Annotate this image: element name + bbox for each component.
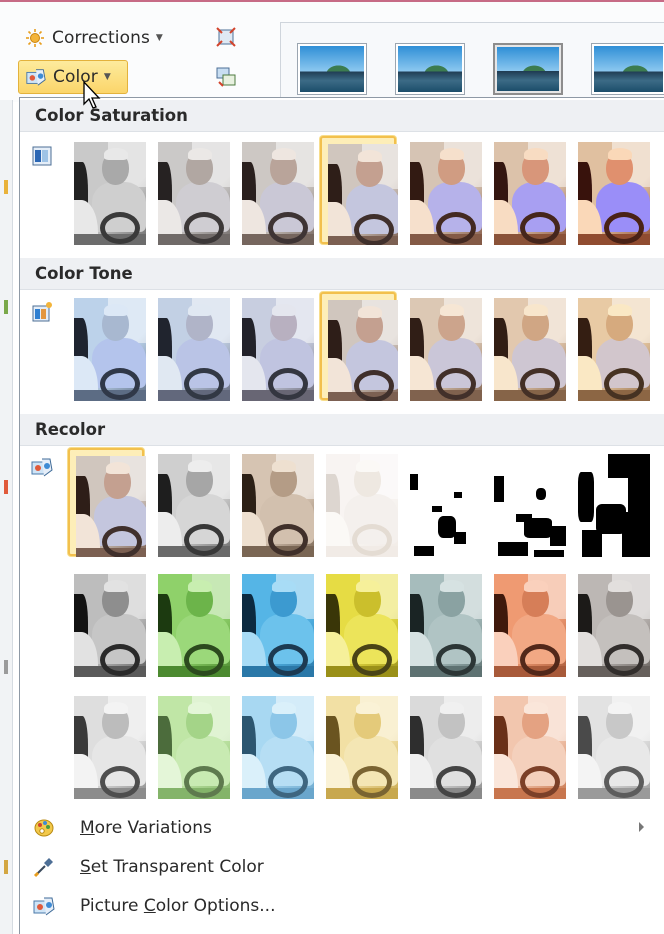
tone-thumb-3[interactable]: [320, 292, 398, 401]
tone-thumb-1[interactable]: [152, 292, 230, 401]
tone-thumb-5[interactable]: [488, 292, 566, 401]
recolor-thumb-1-4[interactable]: [404, 568, 482, 677]
recolor-thumb-1-0[interactable]: [68, 568, 146, 677]
recolor-thumb-0-4[interactable]: [404, 448, 482, 557]
change-picture-icon[interactable]: [212, 64, 240, 90]
chevron-down-icon: ▼: [103, 72, 111, 82]
palette-icon: [32, 816, 56, 840]
recolor-thumb-0-2[interactable]: [236, 448, 314, 557]
compress-pictures-icon[interactable]: [212, 24, 240, 50]
recolor-thumb-1-2[interactable]: [236, 568, 314, 677]
recolor-thumb-2-3[interactable]: [320, 690, 398, 799]
saturation-thumb-1[interactable]: [152, 136, 230, 245]
recolor-thumb-2-1[interactable]: [152, 690, 230, 799]
corrections-button[interactable]: Corrections ▼: [24, 26, 163, 50]
saturation-thumb-3[interactable]: [320, 136, 398, 245]
ribbon: Corrections ▼ Color ▼: [0, 0, 664, 105]
saturation-thumb-0[interactable]: [68, 136, 146, 245]
saturation-thumb-2[interactable]: [236, 136, 314, 245]
set-transparent-color-item[interactable]: Set Transparent Color: [20, 849, 664, 885]
recolor-thumb-2-2[interactable]: [236, 690, 314, 799]
color-dropdown-panel: Color Saturation Color Tone Recolor More…: [19, 97, 664, 934]
more-variations-item[interactable]: More Variations: [20, 810, 664, 846]
saturation-thumb-4[interactable]: [404, 136, 482, 245]
recolor-thumb-0-1[interactable]: [152, 448, 230, 557]
recolor-header: Recolor: [20, 414, 664, 446]
color-label: Color: [53, 67, 98, 87]
recolor-thumb-0-3[interactable]: [320, 448, 398, 557]
recolor-thumb-0-6[interactable]: [572, 448, 650, 557]
color-options-icon: [32, 894, 56, 918]
picture-style-thumb[interactable]: [591, 43, 664, 95]
tone-thumb-4[interactable]: [404, 292, 482, 401]
recolor-thumb-1-6[interactable]: [572, 568, 650, 677]
set-transparent-color-label: Set Transparent Color: [80, 857, 264, 877]
recolor-thumb-1-3[interactable]: [320, 568, 398, 677]
recolor-icon: [30, 456, 54, 480]
picture-color-options-label: Picture Color Options...: [80, 896, 276, 916]
recolor-thumb-1-1[interactable]: [152, 568, 230, 677]
submenu-arrow-icon: [639, 822, 644, 832]
saturation-thumb-5[interactable]: [488, 136, 566, 245]
more-variations-label: More Variations: [80, 818, 212, 838]
left-pane-edge: [0, 100, 13, 934]
sun-icon: [24, 27, 46, 49]
color-saturation-header: Color Saturation: [20, 100, 664, 132]
picture-color-options-item[interactable]: Picture Color Options...: [20, 888, 664, 924]
chevron-down-icon: ▼: [155, 33, 163, 43]
recolor-thumb-2-4[interactable]: [404, 690, 482, 799]
picture-styles-gallery: [280, 22, 664, 105]
color-button[interactable]: Color ▼: [18, 60, 128, 94]
color-tone-header: Color Tone: [20, 258, 664, 290]
picture-style-thumb[interactable]: [395, 43, 465, 95]
color-palette-icon: [25, 66, 47, 88]
saturation-thumb-6[interactable]: [572, 136, 650, 245]
recolor-thumb-2-0[interactable]: [68, 690, 146, 799]
recolor-thumb-2-6[interactable]: [572, 690, 650, 799]
tone-thumb-2[interactable]: [236, 292, 314, 401]
recolor-thumb-0-5[interactable]: [488, 448, 566, 557]
picture-style-thumb[interactable]: [297, 43, 367, 95]
tone-thumb-6[interactable]: [572, 292, 650, 401]
picture-style-thumb[interactable]: [493, 43, 563, 95]
saturation-icon: [30, 144, 54, 168]
tone-icon: [30, 300, 54, 324]
tone-thumb-0[interactable]: [68, 292, 146, 401]
eyedropper-icon: [32, 855, 56, 879]
corrections-label: Corrections: [52, 28, 150, 48]
recolor-thumb-0-0[interactable]: [68, 448, 146, 557]
recolor-thumb-2-5[interactable]: [488, 690, 566, 799]
mouse-cursor-icon: [83, 80, 101, 109]
recolor-thumb-1-5[interactable]: [488, 568, 566, 677]
